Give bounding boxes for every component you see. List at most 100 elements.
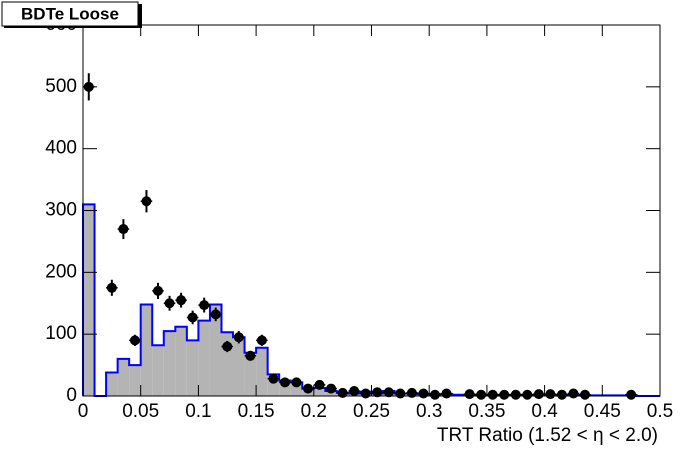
point-marker [360,388,371,399]
point-marker [395,388,406,399]
data-point [371,387,384,398]
data-point [186,310,199,325]
data-point [556,389,568,400]
point-marker [291,377,302,388]
point-marker [383,387,394,398]
histogram-bar [140,304,153,396]
histogram-bar [83,204,95,396]
histogram-bar [290,382,303,396]
data-point [244,350,257,361]
data-point [198,297,210,313]
x-tick-label: 0.3 [416,401,442,422]
histogram-bar [267,374,280,396]
point-marker [187,312,198,323]
data-point [509,389,522,400]
data-point [475,389,487,400]
point-marker [510,389,521,400]
x-tick-label: 0.35 [468,401,505,422]
point-marker [256,335,267,346]
data-point [221,340,234,353]
data-point [579,389,591,400]
data-point [117,219,130,239]
x-tick-label: 0.1 [185,401,211,422]
histogram-bar [152,345,164,396]
point-marker [406,387,417,398]
y-tick-label: 200 [45,261,77,282]
histogram-bar [209,304,222,396]
histogram-bar [117,358,130,396]
data-point [152,282,164,299]
y-tick-label: 500 [45,76,77,97]
point-marker [141,196,152,207]
data-point [302,383,314,394]
point-marker [164,298,175,309]
data-point [625,389,637,400]
point-marker [464,389,475,400]
title-box: BDTe Loose [1,1,142,28]
y-tick-label: 400 [45,138,77,159]
data-point [521,389,534,400]
data-point [533,389,545,400]
point-marker [349,386,360,397]
histogram-bar [233,337,245,396]
data-point [486,389,499,400]
data-point [325,383,337,394]
x-tick-label: 0.25 [353,401,390,422]
x-tick-label: 0.05 [122,401,159,422]
point-marker [303,383,314,394]
point-marker [199,300,210,311]
y-tick-label: 0 [66,385,77,406]
point-marker [210,309,221,320]
point-marker [533,389,544,400]
point-marker [326,383,337,394]
point-marker [545,389,556,400]
data-point [233,331,245,344]
point-marker [153,285,164,296]
point-marker [441,388,452,399]
chart-title: BDTe Loose [21,4,119,23]
point-marker [222,341,233,352]
histogram-bar [175,326,187,396]
data-point [140,190,153,213]
x-tick-label: 0.5 [647,401,673,422]
data-point [544,389,557,400]
data-point [290,377,303,388]
x-axis-label: TRT Ratio (1.52 < η < 2.0) [437,425,658,446]
data-point [383,387,395,398]
x-tick-label: 0 [78,401,89,422]
title-frame [1,1,139,27]
point-marker [118,224,129,235]
data-point [175,292,187,308]
data-point [267,373,280,384]
point-marker [568,388,579,399]
plot-area [82,73,660,400]
data-point [348,386,360,397]
data-point [163,295,176,311]
histogram-bar [198,320,210,396]
x-tick-label: 0.4 [531,401,558,422]
x-tick-label: 0.15 [238,401,275,422]
point-marker [129,335,140,346]
y-tick-label: 300 [45,200,77,221]
point-marker [626,389,637,400]
point-marker [268,373,279,384]
x-tick-label: 0.45 [584,401,621,422]
point-marker [487,389,498,400]
data-point [498,389,510,400]
point-marker [106,282,117,293]
data-point [313,379,326,390]
point-marker [499,389,510,400]
data-point [256,334,268,346]
histogram-bar [279,380,291,396]
histogram-bar [163,331,176,396]
point-marker [245,350,256,361]
histogram-bar [106,372,118,396]
point-marker [476,389,487,400]
data-point [209,307,222,322]
x-tick-label: 0.2 [301,401,327,422]
histogram-bar [129,365,141,396]
point-marker [337,387,348,398]
point-marker [579,389,590,400]
y-tick-label: 100 [45,323,77,344]
